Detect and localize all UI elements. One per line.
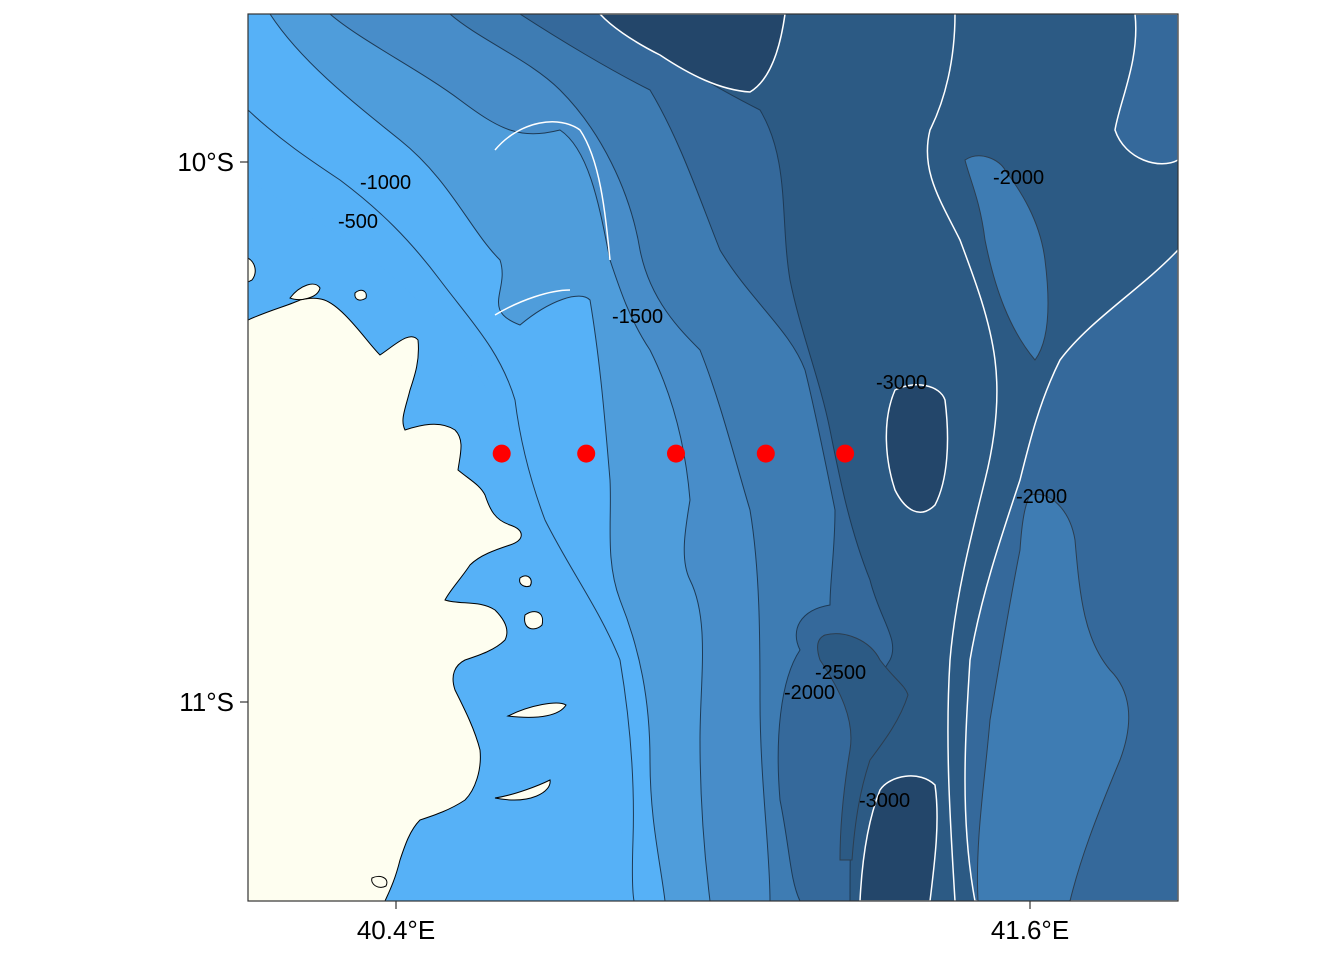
depth-band-3000-plus-north [598, 14, 786, 93]
contour-line-2000-mid [494, 289, 571, 316]
contour-label: -2000 [993, 167, 1044, 189]
y-tick-label: 10°S [177, 147, 234, 177]
island [248, 257, 256, 283]
contour-label: -2500 [815, 662, 866, 684]
island [354, 289, 367, 301]
contour-label: -2000 [784, 682, 835, 704]
station-marker-5 [836, 444, 855, 463]
map-panel: -1000 -500 -1500 -2000 -3000 -2000 -2500… [248, 14, 1178, 901]
y-tick-label: 11°S [179, 687, 234, 717]
depth-band-1500-2000-east [964, 155, 1049, 361]
island [519, 575, 532, 587]
station-marker-4 [756, 444, 775, 463]
station-marker-1 [492, 444, 511, 463]
contour-label: -2000 [1016, 486, 1067, 508]
contour-line-2000-west [494, 121, 611, 261]
panel-border [247, 13, 1179, 902]
island [506, 702, 567, 718]
station-markers [492, 444, 855, 463]
depth-band-1500-2000-east-lower [976, 493, 1130, 901]
depth-band-3000-plus-south [859, 775, 938, 901]
contour-label: -500 [338, 211, 378, 233]
island [371, 875, 388, 888]
land-mass [248, 297, 522, 901]
island [524, 611, 544, 630]
island [494, 779, 551, 801]
contour-label: -1000 [360, 172, 411, 194]
contour-label: -3000 [859, 790, 910, 812]
station-marker-3 [667, 444, 685, 463]
island [289, 283, 321, 301]
contour-label: -1500 [612, 306, 663, 328]
x-tick-label: 41.6°E [991, 915, 1069, 945]
contour-label: -3000 [876, 372, 927, 394]
contour-line-2000-east [926, 14, 998, 901]
station-marker-2 [577, 444, 596, 463]
depth-band-3000-plus-central [885, 384, 949, 513]
depth-band-2000-2500-east [1114, 14, 1178, 165]
depth-band-2500-pocket [817, 633, 909, 861]
x-tick-label: 40.4°E [357, 915, 435, 945]
